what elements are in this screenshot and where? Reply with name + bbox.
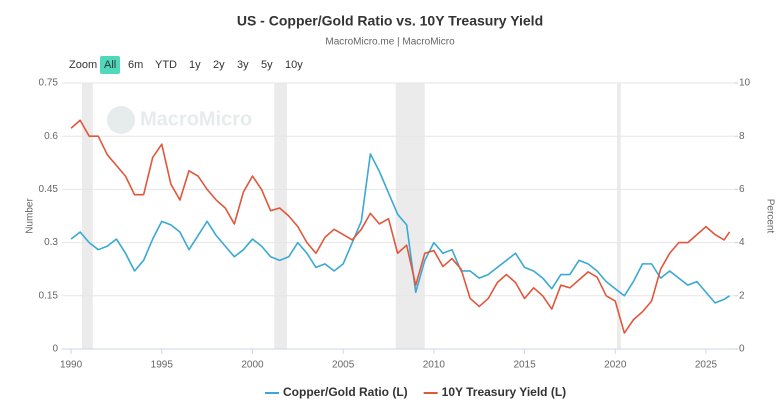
y-tick-label: 0.6 — [44, 131, 58, 142]
y2-tick-label: 2 — [739, 290, 745, 301]
x-tick-label: 2000 — [241, 360, 264, 371]
zoom-button[interactable]: YTD — [155, 59, 177, 71]
y-tick-label: 0.15 — [39, 290, 59, 301]
zoom-button[interactable]: 5y — [261, 59, 273, 71]
zoom-button[interactable]: 6m — [128, 59, 144, 71]
recession-band — [617, 83, 621, 349]
x-tick-label: 2005 — [332, 360, 355, 371]
watermark: MacroMicro — [140, 108, 252, 130]
y2-tick-label: 6 — [739, 184, 745, 195]
x-tick-label: 2015 — [513, 360, 536, 371]
legend-label: 10Y Treasury Yield (L) — [442, 385, 567, 399]
y-tick-label: 0.3 — [44, 237, 58, 248]
y-tick-label: 0.45 — [39, 184, 59, 195]
y2-tick-label: 8 — [739, 131, 745, 142]
chart-title: US - Copper/Gold Ratio vs. 10Y Treasury … — [237, 13, 543, 29]
watermark-logo — [107, 106, 135, 134]
y-tick-label: 0.75 — [39, 78, 59, 89]
recession-band — [81, 83, 93, 349]
zoom-button[interactable]: 10y — [285, 59, 303, 71]
y-tick-label: 0 — [52, 344, 58, 355]
y2-axis-label: Percent — [764, 199, 775, 234]
zoom-button[interactable]: 2y — [213, 59, 225, 71]
recession-band — [274, 83, 287, 349]
zoom-button[interactable]: All — [100, 56, 121, 74]
legend-label: Copper/Gold Ratio (L) — [283, 385, 408, 399]
x-tick-label: 2010 — [423, 360, 446, 371]
recession-band — [395, 83, 425, 349]
x-tick-label: 2020 — [604, 360, 627, 371]
x-tick-label: 1995 — [151, 360, 174, 371]
series-line — [70, 119, 731, 334]
x-tick-label: 1990 — [60, 360, 83, 371]
zoom-label: Zoom — [69, 59, 98, 71]
chart-subtitle: MacroMicro.me | MacroMicro — [325, 37, 455, 48]
y2-tick-label: 4 — [739, 237, 745, 248]
zoom-button[interactable]: 3y — [237, 59, 249, 71]
y-axis-label: Number — [25, 198, 36, 234]
zoom-button[interactable]: 1y — [189, 59, 201, 71]
y2-tick-label: 0 — [739, 344, 745, 355]
x-tick-label: 2025 — [695, 360, 718, 371]
y2-tick-label: 10 — [739, 78, 751, 89]
series-line — [70, 153, 730, 304]
